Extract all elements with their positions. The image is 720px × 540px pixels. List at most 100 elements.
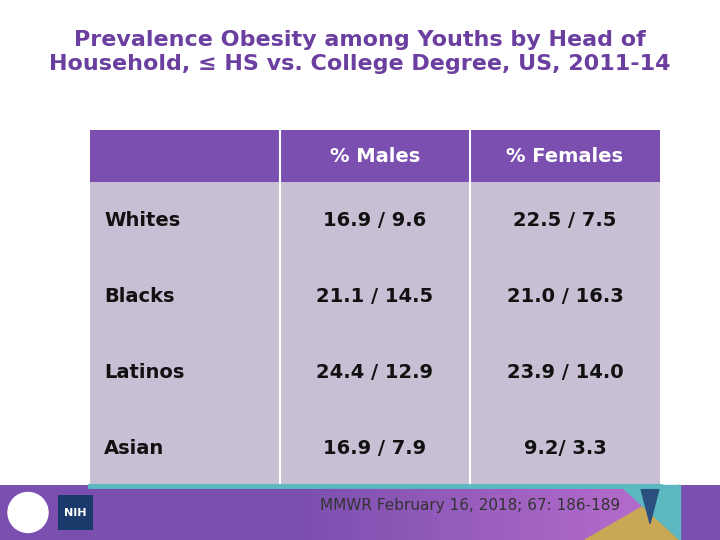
FancyBboxPatch shape	[404, 485, 406, 540]
FancyBboxPatch shape	[488, 485, 490, 540]
FancyBboxPatch shape	[592, 485, 594, 540]
FancyBboxPatch shape	[654, 485, 656, 540]
FancyBboxPatch shape	[636, 485, 638, 540]
FancyBboxPatch shape	[572, 485, 574, 540]
FancyBboxPatch shape	[508, 485, 510, 540]
FancyBboxPatch shape	[618, 485, 620, 540]
FancyBboxPatch shape	[624, 485, 626, 540]
FancyBboxPatch shape	[632, 485, 634, 540]
Text: 16.9 / 9.6: 16.9 / 9.6	[323, 211, 427, 229]
FancyBboxPatch shape	[652, 485, 654, 540]
FancyBboxPatch shape	[432, 485, 434, 540]
Polygon shape	[585, 485, 680, 540]
FancyBboxPatch shape	[476, 485, 478, 540]
FancyBboxPatch shape	[514, 485, 516, 540]
FancyBboxPatch shape	[372, 485, 374, 540]
FancyBboxPatch shape	[546, 485, 548, 540]
FancyBboxPatch shape	[560, 485, 562, 540]
FancyBboxPatch shape	[364, 485, 366, 540]
FancyBboxPatch shape	[344, 485, 346, 540]
FancyBboxPatch shape	[418, 485, 420, 540]
Circle shape	[8, 492, 48, 532]
FancyBboxPatch shape	[482, 485, 484, 540]
FancyBboxPatch shape	[540, 485, 542, 540]
FancyBboxPatch shape	[502, 485, 504, 540]
FancyBboxPatch shape	[458, 485, 460, 540]
FancyBboxPatch shape	[324, 485, 326, 540]
FancyBboxPatch shape	[590, 485, 592, 540]
FancyBboxPatch shape	[338, 485, 340, 540]
FancyBboxPatch shape	[444, 485, 446, 540]
FancyBboxPatch shape	[666, 485, 668, 540]
FancyBboxPatch shape	[524, 485, 526, 540]
FancyBboxPatch shape	[390, 485, 392, 540]
FancyBboxPatch shape	[650, 485, 652, 540]
FancyBboxPatch shape	[366, 485, 368, 540]
FancyBboxPatch shape	[470, 485, 472, 540]
Text: MMWR February 16, 2018; 67: 186-189: MMWR February 16, 2018; 67: 186-189	[320, 498, 620, 513]
FancyBboxPatch shape	[90, 130, 660, 182]
FancyBboxPatch shape	[328, 485, 330, 540]
FancyBboxPatch shape	[634, 485, 636, 540]
FancyBboxPatch shape	[588, 485, 590, 540]
FancyBboxPatch shape	[522, 485, 524, 540]
FancyBboxPatch shape	[578, 485, 580, 540]
FancyBboxPatch shape	[564, 485, 566, 540]
FancyBboxPatch shape	[424, 485, 426, 540]
FancyBboxPatch shape	[552, 485, 554, 540]
FancyBboxPatch shape	[520, 485, 522, 540]
FancyBboxPatch shape	[526, 485, 528, 540]
FancyBboxPatch shape	[454, 485, 456, 540]
FancyBboxPatch shape	[498, 485, 500, 540]
FancyBboxPatch shape	[370, 485, 372, 540]
FancyBboxPatch shape	[58, 495, 93, 530]
FancyBboxPatch shape	[398, 485, 400, 540]
FancyBboxPatch shape	[606, 485, 608, 540]
FancyBboxPatch shape	[582, 485, 584, 540]
FancyBboxPatch shape	[648, 485, 650, 540]
FancyBboxPatch shape	[638, 485, 640, 540]
FancyBboxPatch shape	[626, 485, 628, 540]
FancyBboxPatch shape	[388, 485, 390, 540]
FancyBboxPatch shape	[642, 485, 644, 540]
Text: Prevalence Obesity among Youths by Head of
Household, ≤ HS vs. College Degree, U: Prevalence Obesity among Youths by Head …	[49, 30, 671, 74]
FancyBboxPatch shape	[400, 485, 402, 540]
FancyBboxPatch shape	[466, 485, 468, 540]
FancyBboxPatch shape	[436, 485, 438, 540]
Text: 9.2/ 3.3: 9.2/ 3.3	[523, 438, 606, 457]
Text: 16.9 / 7.9: 16.9 / 7.9	[323, 438, 426, 457]
FancyBboxPatch shape	[0, 485, 720, 540]
FancyBboxPatch shape	[472, 485, 474, 540]
FancyBboxPatch shape	[536, 485, 538, 540]
Text: 21.1 / 14.5: 21.1 / 14.5	[316, 287, 433, 306]
FancyBboxPatch shape	[374, 485, 376, 540]
FancyBboxPatch shape	[538, 485, 540, 540]
FancyBboxPatch shape	[532, 485, 534, 540]
FancyBboxPatch shape	[602, 485, 604, 540]
Text: % Males: % Males	[330, 146, 420, 165]
FancyBboxPatch shape	[438, 485, 440, 540]
FancyBboxPatch shape	[490, 485, 492, 540]
FancyBboxPatch shape	[362, 485, 364, 540]
Text: 21.0 / 16.3: 21.0 / 16.3	[507, 287, 624, 306]
Text: NIH: NIH	[64, 508, 86, 517]
FancyBboxPatch shape	[474, 485, 476, 540]
FancyBboxPatch shape	[628, 485, 630, 540]
FancyBboxPatch shape	[342, 485, 344, 540]
FancyBboxPatch shape	[332, 485, 334, 540]
FancyBboxPatch shape	[492, 485, 494, 540]
FancyBboxPatch shape	[658, 485, 660, 540]
FancyBboxPatch shape	[674, 485, 676, 540]
FancyBboxPatch shape	[396, 485, 398, 540]
FancyBboxPatch shape	[662, 485, 664, 540]
FancyBboxPatch shape	[504, 485, 506, 540]
FancyBboxPatch shape	[334, 485, 336, 540]
FancyBboxPatch shape	[340, 485, 342, 540]
FancyBboxPatch shape	[350, 485, 352, 540]
FancyBboxPatch shape	[446, 485, 448, 540]
FancyBboxPatch shape	[670, 485, 672, 540]
FancyBboxPatch shape	[452, 485, 454, 540]
FancyBboxPatch shape	[450, 485, 452, 540]
FancyBboxPatch shape	[612, 485, 614, 540]
FancyBboxPatch shape	[382, 485, 384, 540]
